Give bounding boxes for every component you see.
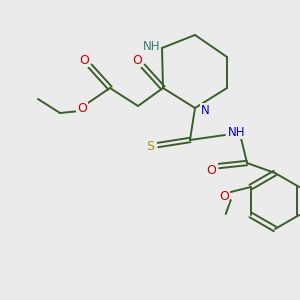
Text: N: N	[201, 103, 209, 116]
Text: O: O	[79, 53, 89, 67]
Text: NH: NH	[143, 40, 161, 52]
Text: O: O	[206, 164, 216, 176]
Text: O: O	[219, 190, 229, 203]
Text: O: O	[77, 103, 87, 116]
Text: S: S	[146, 140, 154, 154]
Text: O: O	[132, 53, 142, 67]
Text: NH: NH	[228, 125, 246, 139]
